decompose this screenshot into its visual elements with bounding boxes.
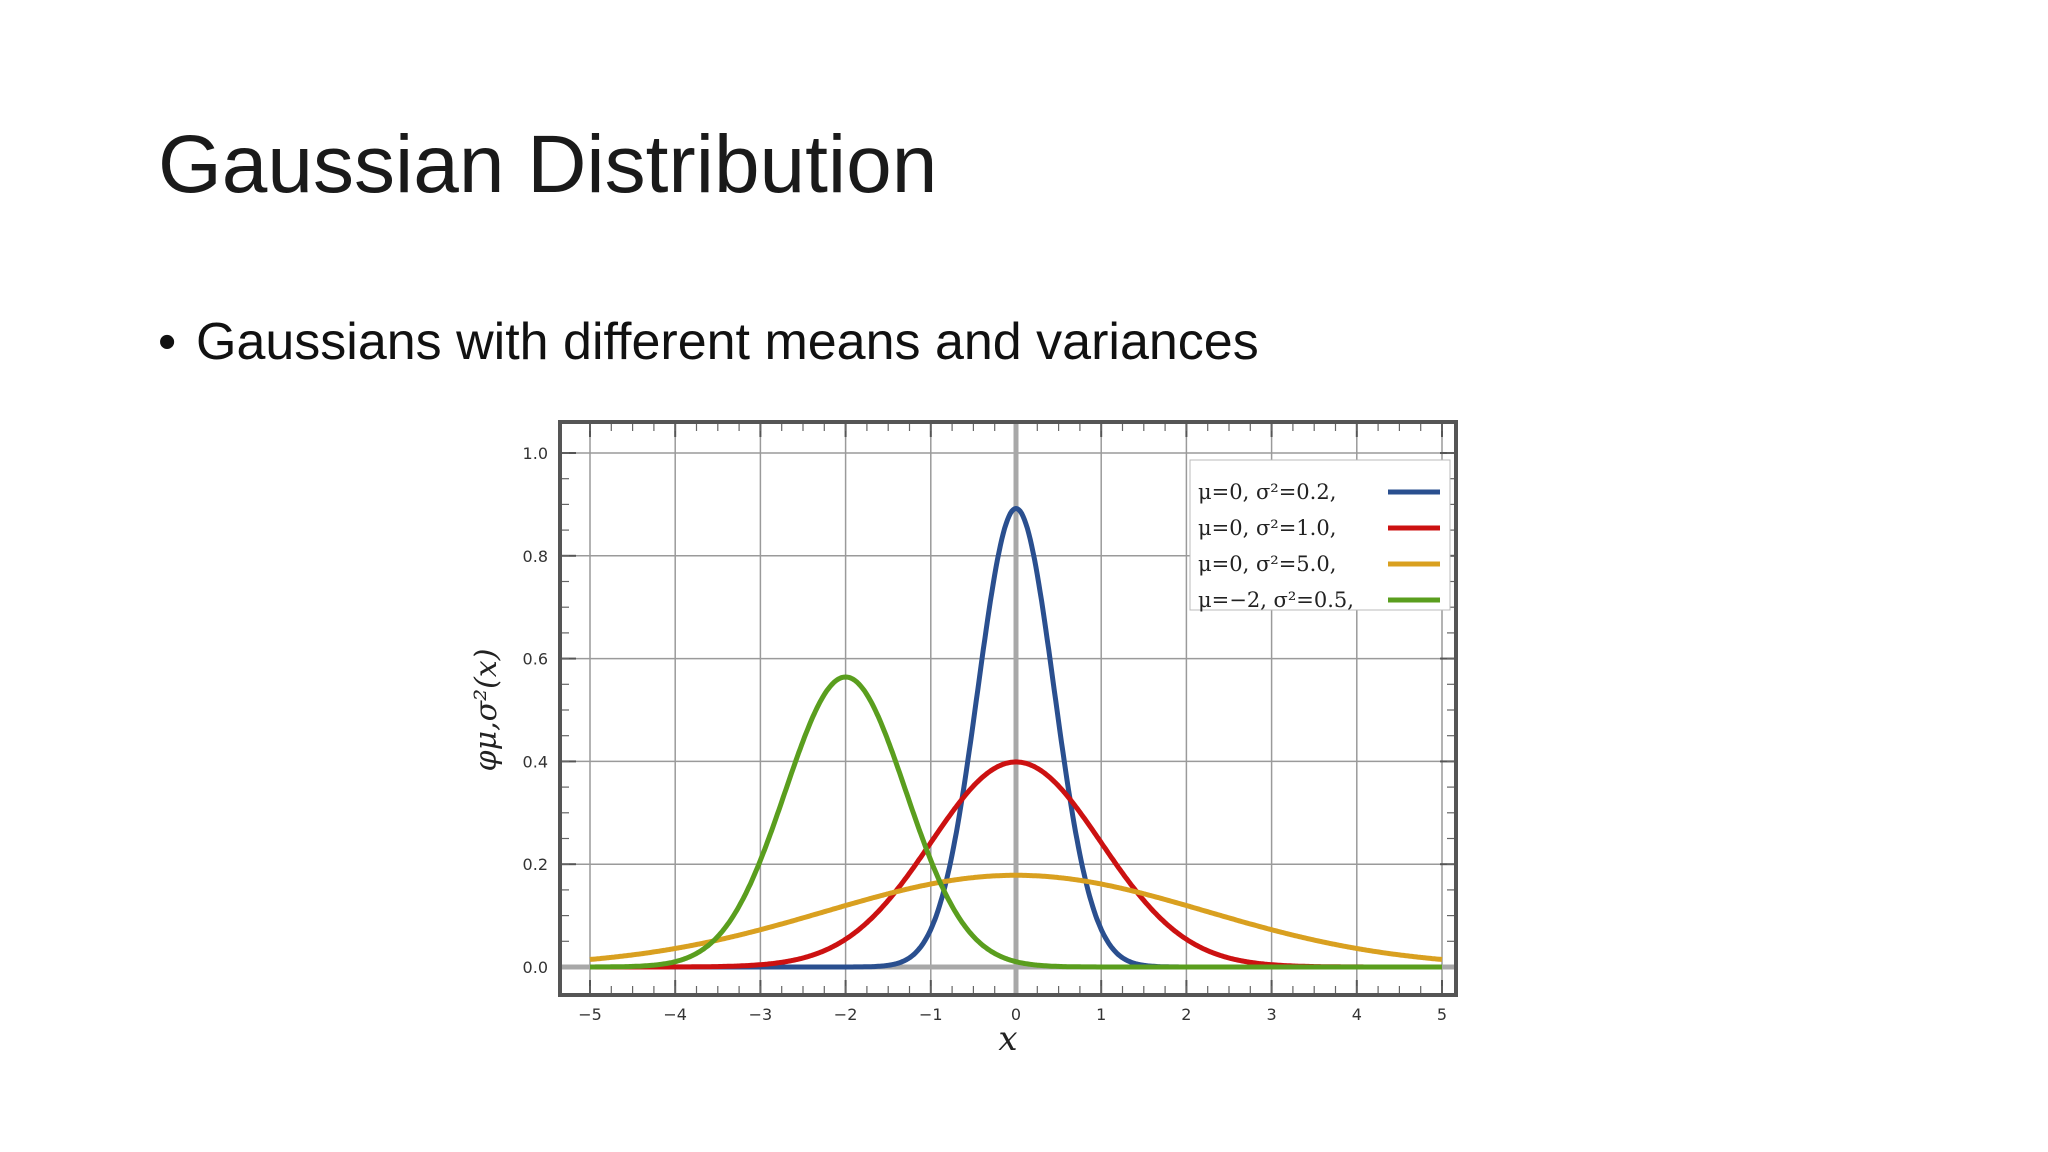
- gaussian-chart: −5 −4 −3 −2 −1 0 1 2 3 4 5 0.0 0.2 0.4 0.6 0.8 1.0 μ=0,…: [460, 410, 1500, 1075]
- y-tick-label: 0.6: [523, 650, 548, 669]
- legend-label: μ=0, σ²=5.0,: [1198, 552, 1336, 576]
- y-axis-label: φμ,σ²(x): [469, 649, 504, 772]
- legend-box: [1189, 459, 1451, 611]
- y-tick-label: 0.2: [523, 855, 548, 874]
- x-tick-labels: −5 −4 −3 −2 −1 0 1 2 3 4 5: [578, 1005, 1447, 1024]
- bullet-item: • Gaussians with different means and vari…: [158, 312, 1259, 372]
- x-tick-label: 5: [1437, 1005, 1447, 1024]
- slide-title: Gaussian Distribution: [158, 119, 938, 210]
- curves: [588, 506, 1444, 970]
- x-tick-label: −5: [578, 1005, 602, 1024]
- y-tick-label: 0.8: [523, 547, 548, 566]
- curve-line: [588, 872, 1444, 962]
- x-tick-label: 4: [1352, 1005, 1362, 1024]
- legend-label: μ=−2, σ²=0.5,: [1198, 588, 1354, 612]
- y-tick-label: 1.0: [523, 444, 548, 463]
- y-tick-label: 0.4: [523, 752, 548, 771]
- x-tick-label: −1: [919, 1005, 943, 1024]
- bullet-text: Gaussians with different means and varia…: [196, 313, 1259, 371]
- x-tick-label: 0: [1011, 1005, 1021, 1024]
- chart-legend: μ=0, σ²=0.2, μ=0, σ²=1.0, μ=0, σ²=5.0, μ=−2…: [1189, 459, 1451, 612]
- x-tick-label: 1: [1096, 1005, 1106, 1024]
- chart-svg: −5 −4 −3 −2 −1 0 1 2 3 4 5 0.0 0.2 0.4 0.6 0.8 1.0 μ=0,…: [469, 420, 1458, 1059]
- x-tick-label: −2: [834, 1005, 858, 1024]
- legend-label: μ=0, σ²=1.0,: [1198, 516, 1336, 540]
- legend-label: μ=0, σ²=0.2,: [1198, 480, 1336, 504]
- curve-line: [588, 674, 1444, 970]
- x-tick-label: 3: [1267, 1005, 1277, 1024]
- minor-ticks: [562, 424, 1454, 993]
- x-tick-label: 2: [1181, 1005, 1191, 1024]
- y-tick-label: 0.0: [523, 958, 548, 977]
- x-tick-label: −3: [749, 1005, 773, 1024]
- y-tick-labels: 0.0 0.2 0.4 0.6 0.8 1.0: [523, 444, 548, 977]
- bullet-dot: •: [158, 313, 177, 371]
- x-tick-label: −4: [663, 1005, 687, 1024]
- x-axis-label: x: [998, 1019, 1017, 1059]
